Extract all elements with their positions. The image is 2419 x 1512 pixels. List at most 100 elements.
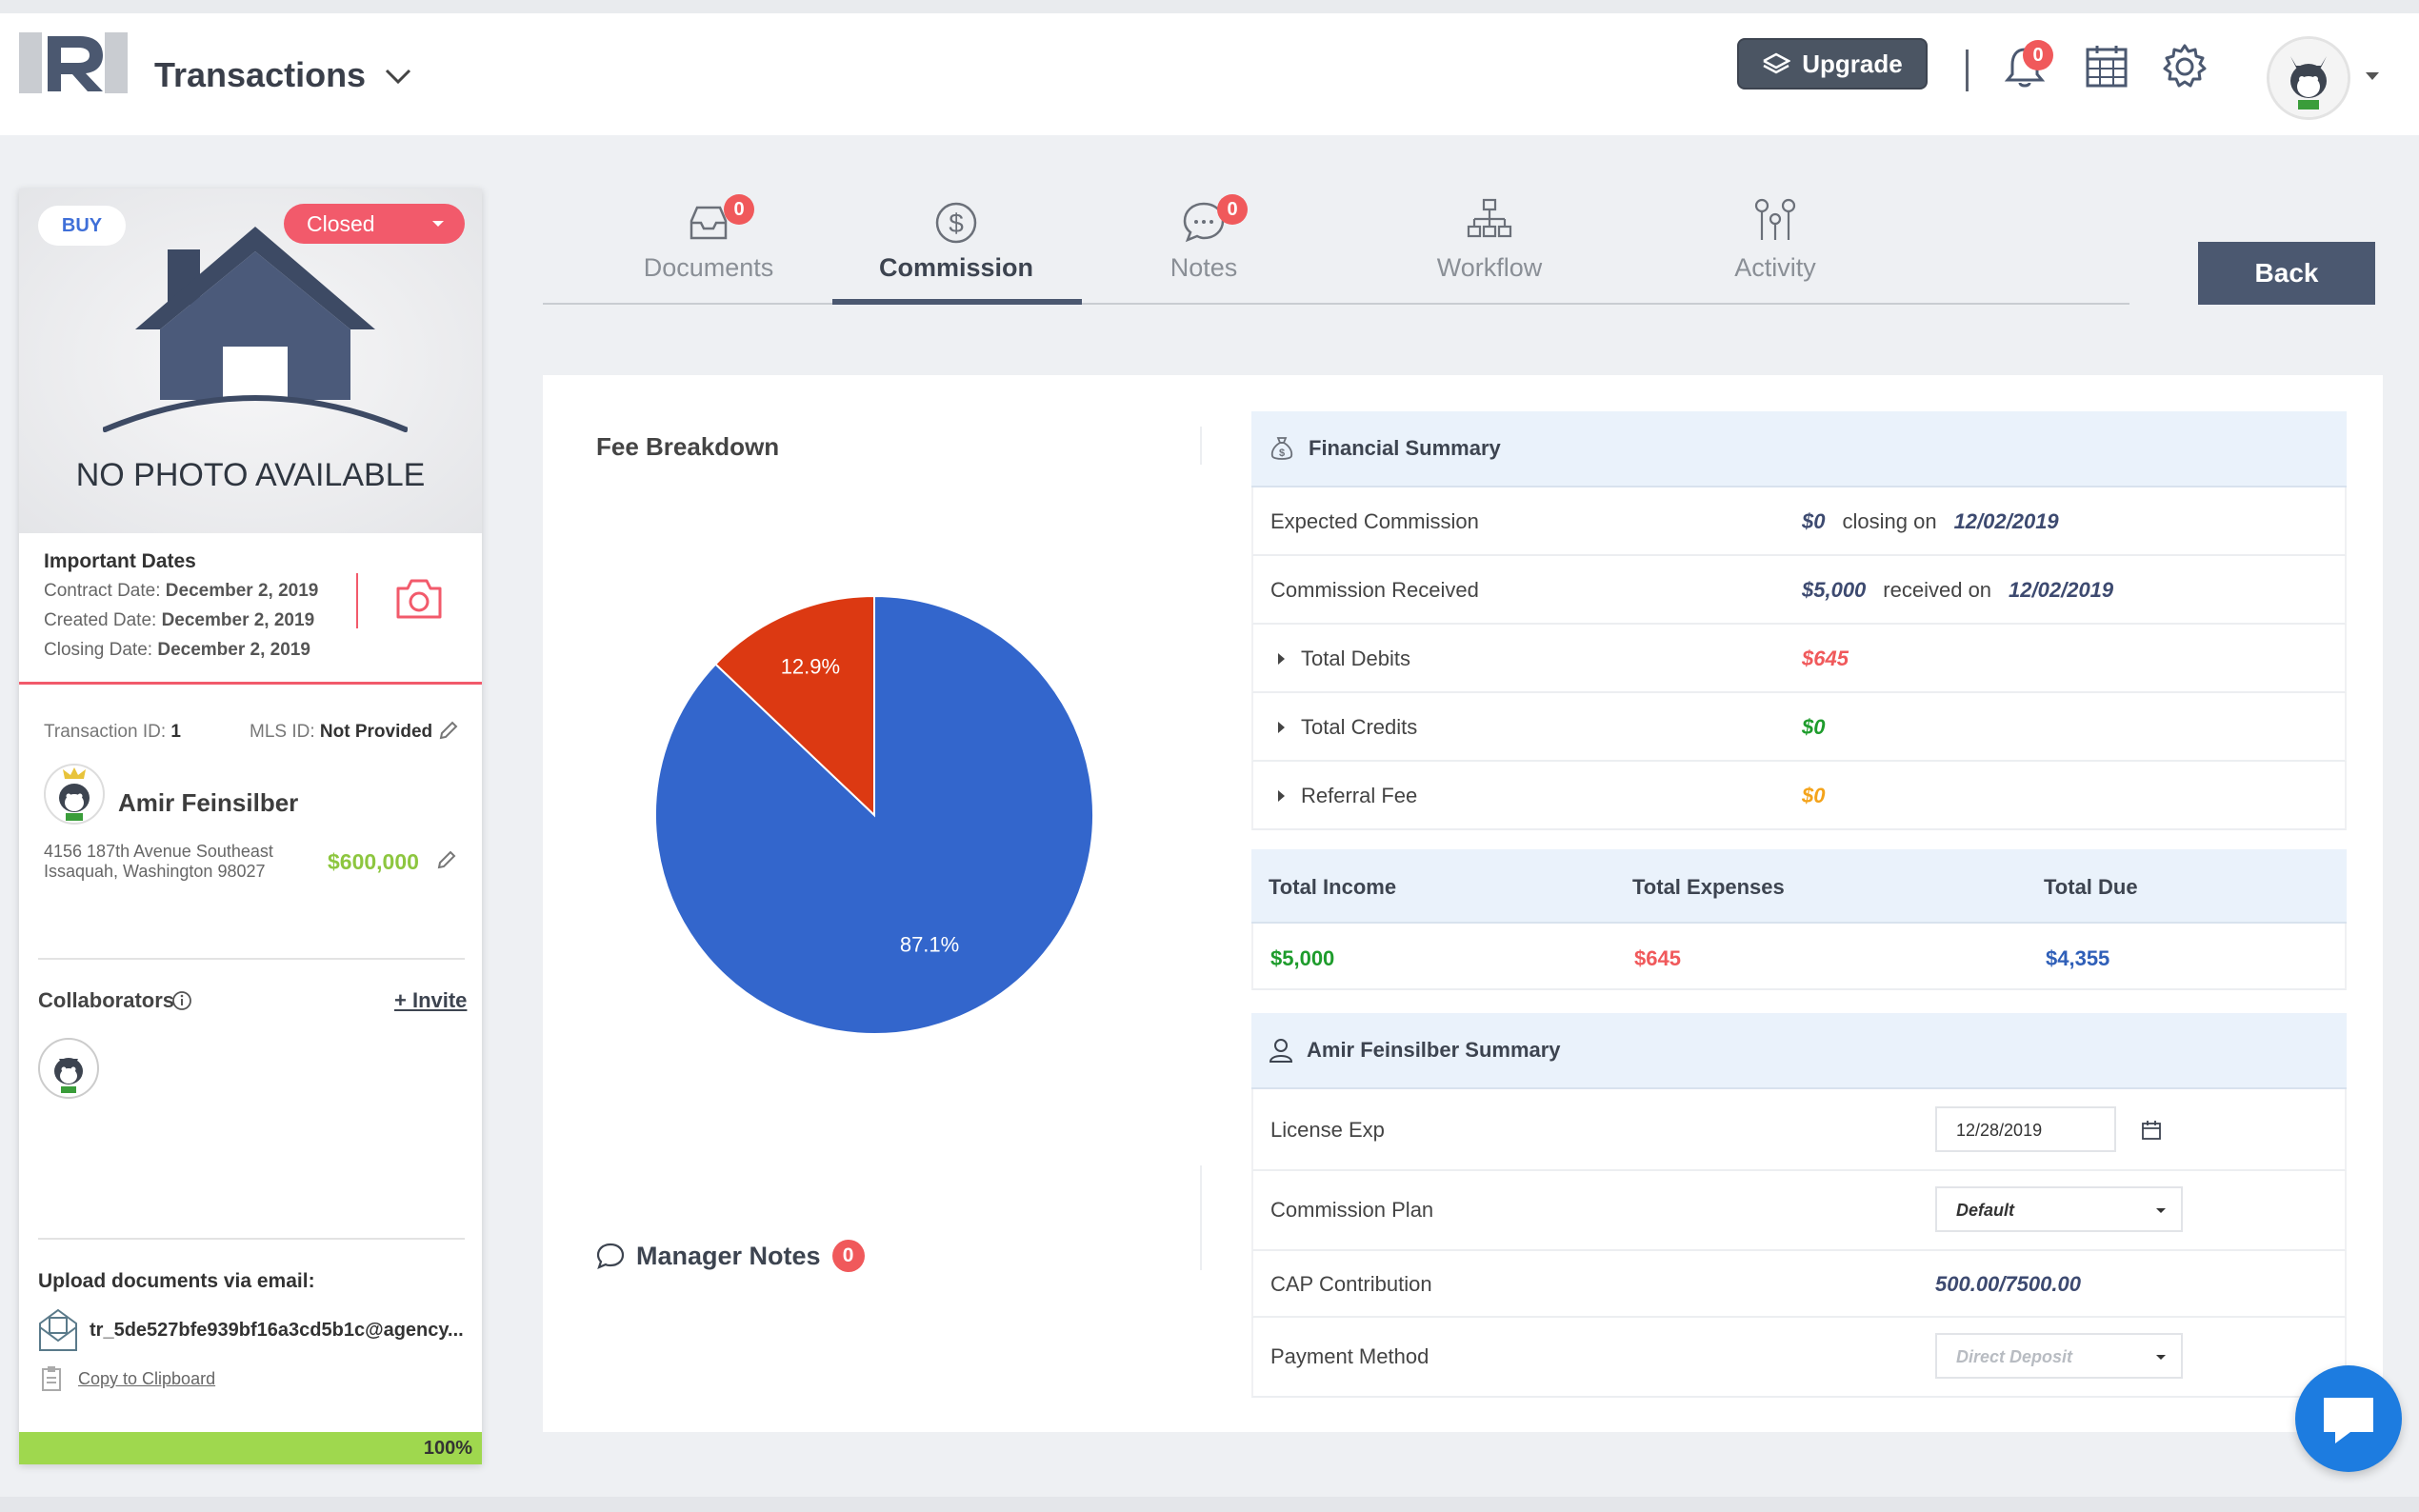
expected-commission-label: Expected Commission (1270, 509, 1479, 533)
dates-divider (356, 573, 358, 628)
caret-right-icon[interactable] (1278, 653, 1285, 665)
pins-icon (1754, 198, 1796, 240)
avatar-icon (54, 1051, 83, 1093)
payment-method-select[interactable]: Direct Deposit (1935, 1333, 2183, 1379)
financial-summary: $ Financial Summary Expected Commission … (1251, 411, 2347, 830)
created-date-value: December 2, 2019 (161, 610, 315, 630)
contract-date: Contract Date: December 2, 2019 (44, 581, 349, 602)
transaction-type-badge: BUY (38, 206, 126, 246)
status-dropdown[interactable]: Closed (284, 204, 465, 244)
caret-right-icon[interactable] (1278, 722, 1285, 733)
no-photo-text: NO PHOTO AVAILABLE (75, 457, 426, 493)
upload-via-email-label: Upload documents via email: (38, 1270, 315, 1292)
closing-on-date: 12/02/2019 (1953, 509, 2059, 533)
gear-icon[interactable] (2160, 42, 2209, 91)
agent-summary-title: Amir Feinsilber Summary (1307, 1038, 1561, 1062)
svg-text:$: $ (949, 209, 964, 238)
chat-button[interactable] (2295, 1365, 2402, 1472)
column-divider (1200, 427, 1202, 465)
expected-commission-value: $0 closing on 12/02/2019 (1802, 509, 2059, 534)
tab-label: Documents (643, 253, 774, 282)
manager-notes[interactable]: Manager Notes 0 (596, 1240, 865, 1272)
divider (38, 958, 465, 960)
mls-id-value: Not Provided (319, 722, 433, 742)
calendar-icon[interactable] (2141, 1120, 2162, 1141)
total-debits-label: Total Debits (1301, 647, 1410, 670)
manager-notes-label: Manager Notes (636, 1241, 821, 1270)
page-title: Transactions (154, 55, 367, 94)
property-photo-placeholder: BUY Closed NO PHOTO AVAILABLE (19, 189, 482, 533)
important-dates: Important Dates Contract Date: December … (44, 550, 349, 669)
closing-date-label: Closing Date: (44, 640, 153, 660)
transaction-tabs: 0 Documents $ Commission 0 Notes Workflo… (543, 189, 2129, 307)
upload-email-address: tr_5de527bfe939bf16a3cd5b1c@agency... (90, 1320, 464, 1341)
notification-badge: 0 (2023, 40, 2053, 70)
totals-row: $5,000 $645 $4,355 (1251, 924, 2347, 990)
divider (38, 1238, 465, 1240)
commission-received-row: Commission Received $5,000 received on 12/… (1251, 556, 2347, 625)
pie-slice-1[interactable] (713, 596, 875, 818)
chevron-down-icon[interactable] (381, 61, 415, 90)
invite-link[interactable]: + Invite (394, 988, 468, 1012)
total-debits-value: $645 (1802, 647, 1849, 670)
tab-workflow[interactable]: Workflow (1366, 189, 1613, 307)
edit-mls-pencil-icon[interactable] (438, 720, 459, 741)
info-icon[interactable] (171, 990, 192, 1011)
caret-right-icon[interactable] (1278, 790, 1285, 802)
tab-activity[interactable]: Activity (1651, 189, 1899, 307)
tab-label: Notes (1170, 253, 1238, 282)
agent-summary: Amir Feinsilber Summary License Exp 12/2… (1251, 1013, 2347, 1398)
notes-badge: 0 (1217, 194, 1248, 225)
collaborator-avatar[interactable] (38, 1038, 99, 1099)
user-avatar[interactable] (2267, 36, 2350, 120)
camera-icon[interactable] (394, 575, 444, 621)
received-on-date: 12/02/2019 (2009, 578, 2114, 602)
active-tab-indicator (832, 299, 1082, 305)
transaction-card: BUY Closed NO PHOTO AVAILABLE Important … (19, 189, 482, 1464)
contract-date-label: Contract Date: (44, 581, 161, 601)
cap-contribution-label: CAP Contribution (1270, 1272, 1432, 1296)
bottom-strip (0, 1497, 2419, 1512)
org-chart-icon (1467, 198, 1512, 238)
collaborators-label: Collaborators (38, 988, 175, 1012)
commission-plan-select[interactable]: Default (1935, 1186, 2183, 1232)
referral-fee-row[interactable]: Referral Fee $0 (1251, 762, 2347, 830)
back-button[interactable]: Back (2198, 242, 2375, 305)
copy-to-clipboard-link[interactable]: Copy to Clipboard (78, 1369, 216, 1388)
upgrade-label: Upgrade (1802, 49, 1903, 78)
license-exp-label: License Exp (1270, 1118, 1385, 1142)
totals-header: Total Income Total Expenses Total Due (1251, 849, 2347, 924)
important-dates-title: Important Dates (44, 550, 196, 572)
chat-bubble-icon (2324, 1398, 2373, 1443)
transaction-id-value: 1 (170, 722, 181, 742)
caret-down-icon[interactable] (2366, 72, 2379, 80)
edit-price-pencil-icon[interactable] (436, 849, 457, 870)
total-income-value: $5,000 (1270, 946, 1335, 970)
financial-summary-header: $ Financial Summary (1251, 411, 2347, 487)
app-header: Transactions Upgrade 0 (0, 13, 2419, 135)
tab-commission[interactable]: $ Commission (832, 189, 1080, 307)
pie-slice-0[interactable] (655, 596, 1093, 1034)
logo-icon[interactable] (17, 30, 130, 95)
tab-label: Activity (1734, 253, 1816, 282)
tab-documents[interactable]: 0 Documents (585, 189, 832, 307)
upgrade-button[interactable]: Upgrade (1737, 38, 1928, 90)
expected-commission-row: Expected Commission $0 closing on 12/02/20… (1251, 487, 2347, 556)
top-strip (0, 0, 2419, 13)
pie-label-0: 87.1% (900, 932, 959, 956)
expected-commission-amount: $0 (1802, 509, 1826, 533)
total-debits-row[interactable]: Total Debits $645 (1251, 625, 2347, 693)
calendar-icon[interactable] (2082, 42, 2131, 91)
money-bag-icon: $ (1270, 437, 1293, 460)
email-upload-icon (39, 1308, 77, 1351)
license-exp-input[interactable]: 12/28/2019 (1935, 1106, 2116, 1152)
cap-contribution-row: CAP Contribution 500.00/7500.00 (1251, 1251, 2347, 1318)
total-credits-row[interactable]: Total Credits $0 (1251, 693, 2347, 762)
referral-fee-value: $0 (1802, 784, 1826, 807)
fee-breakdown-pie-chart: 87.1% 12.9% (655, 596, 1093, 1034)
total-expenses-header: Total Expenses (1632, 875, 1785, 899)
pie-label-1: 12.9% (781, 655, 840, 679)
tab-label: Workflow (1436, 253, 1543, 282)
tab-notes[interactable]: 0 Notes (1080, 189, 1328, 307)
status-label: Closed (307, 210, 375, 236)
